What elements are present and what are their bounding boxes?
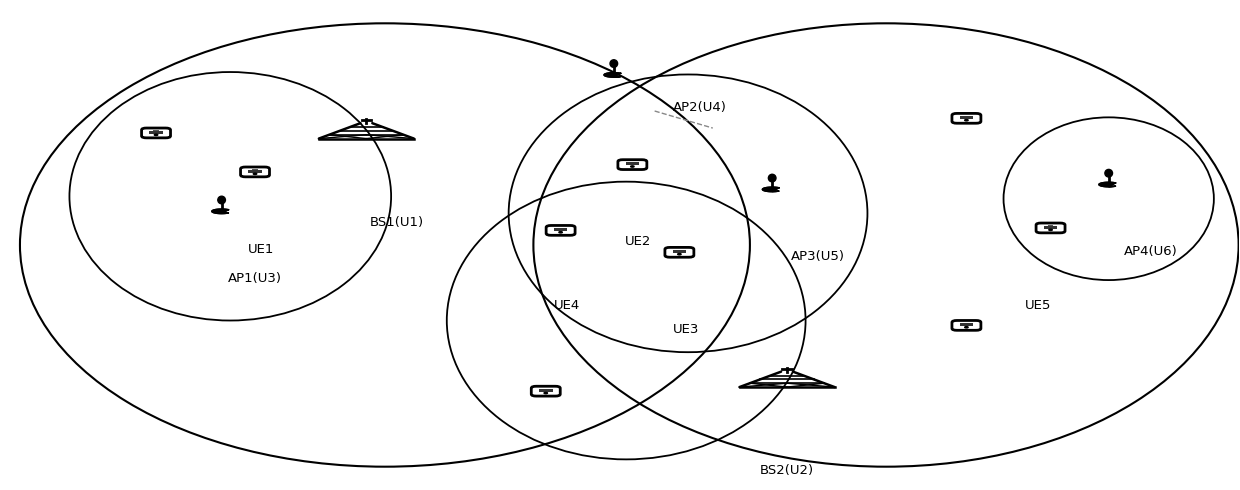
Polygon shape (604, 73, 621, 77)
Ellipse shape (610, 60, 618, 67)
Text: AP1(U3): AP1(U3) (228, 272, 281, 285)
Bar (248, 170, 262, 173)
Text: UE5: UE5 (1025, 298, 1052, 312)
Text: BS1(U1): BS1(U1) (371, 216, 424, 229)
FancyBboxPatch shape (665, 247, 694, 257)
Ellipse shape (154, 134, 157, 136)
Text: UE1: UE1 (248, 243, 274, 256)
Ellipse shape (253, 173, 257, 174)
Polygon shape (212, 209, 228, 214)
Ellipse shape (218, 196, 226, 204)
FancyBboxPatch shape (1037, 223, 1065, 233)
Ellipse shape (965, 120, 968, 121)
Text: BS2(U2): BS2(U2) (760, 464, 815, 477)
Ellipse shape (1105, 170, 1112, 177)
FancyBboxPatch shape (546, 225, 575, 235)
FancyBboxPatch shape (531, 386, 560, 396)
Text: UE2: UE2 (625, 235, 652, 248)
Bar (625, 162, 640, 166)
FancyBboxPatch shape (952, 113, 981, 123)
Polygon shape (1099, 182, 1116, 187)
Bar (1044, 226, 1058, 229)
Text: UE4: UE4 (554, 298, 580, 312)
Ellipse shape (769, 174, 776, 182)
Bar (960, 323, 973, 326)
Bar (539, 389, 553, 392)
Ellipse shape (631, 166, 634, 167)
Ellipse shape (559, 232, 562, 233)
Bar (554, 228, 568, 231)
FancyBboxPatch shape (141, 128, 171, 138)
Text: AP2(U4): AP2(U4) (673, 101, 727, 114)
Ellipse shape (544, 392, 548, 394)
Text: AP4(U6): AP4(U6) (1123, 245, 1177, 258)
Ellipse shape (678, 253, 681, 255)
Bar (960, 116, 973, 119)
Ellipse shape (1049, 229, 1053, 230)
Polygon shape (763, 187, 779, 192)
FancyBboxPatch shape (241, 167, 269, 177)
Bar (149, 131, 162, 134)
Bar (672, 250, 686, 253)
Ellipse shape (965, 327, 968, 328)
Text: AP3(U5): AP3(U5) (791, 250, 844, 263)
FancyBboxPatch shape (618, 160, 647, 170)
FancyBboxPatch shape (952, 320, 981, 330)
Text: UE3: UE3 (672, 323, 699, 336)
